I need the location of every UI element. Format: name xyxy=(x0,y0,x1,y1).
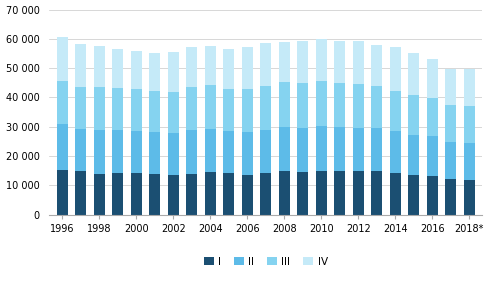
Bar xyxy=(297,83,308,127)
Bar xyxy=(56,124,68,170)
Bar xyxy=(464,180,475,214)
Bar xyxy=(242,132,253,175)
Bar xyxy=(112,173,123,214)
Bar xyxy=(205,129,216,172)
Bar xyxy=(427,176,438,214)
Bar xyxy=(75,171,86,214)
Bar xyxy=(242,47,253,88)
Bar xyxy=(112,130,123,173)
Bar xyxy=(371,171,382,214)
Bar xyxy=(131,173,142,214)
Bar xyxy=(408,175,419,214)
Bar xyxy=(464,106,475,143)
Bar xyxy=(167,133,179,175)
Bar xyxy=(278,171,290,214)
Bar xyxy=(223,89,234,131)
Bar xyxy=(334,171,345,214)
Bar xyxy=(408,135,419,175)
Bar xyxy=(278,82,290,127)
Bar xyxy=(278,42,290,82)
Bar xyxy=(186,174,197,214)
Bar xyxy=(149,174,160,214)
Bar xyxy=(408,53,419,95)
Bar xyxy=(334,83,345,127)
Bar xyxy=(94,174,105,214)
Bar xyxy=(445,179,456,214)
Bar xyxy=(445,142,456,179)
Legend: I, II, III, IV: I, II, III, IV xyxy=(199,252,332,271)
Bar xyxy=(464,143,475,180)
Bar xyxy=(205,46,216,85)
Bar xyxy=(205,85,216,129)
Bar xyxy=(94,46,105,88)
Bar xyxy=(131,131,142,173)
Bar xyxy=(242,88,253,132)
Bar xyxy=(316,81,327,127)
Bar xyxy=(56,37,68,81)
Bar xyxy=(223,131,234,173)
Bar xyxy=(205,172,216,214)
Bar xyxy=(427,137,438,176)
Bar xyxy=(56,170,68,214)
Bar xyxy=(260,130,271,173)
Bar xyxy=(353,127,364,171)
Bar xyxy=(353,41,364,84)
Bar xyxy=(371,128,382,171)
Bar xyxy=(75,129,86,171)
Bar xyxy=(353,84,364,127)
Bar xyxy=(94,130,105,174)
Bar xyxy=(371,45,382,86)
Bar xyxy=(223,173,234,214)
Bar xyxy=(131,51,142,89)
Bar xyxy=(371,86,382,128)
Bar xyxy=(94,88,105,130)
Bar xyxy=(390,173,401,214)
Bar xyxy=(149,53,160,91)
Bar xyxy=(75,44,86,87)
Bar xyxy=(75,87,86,129)
Bar xyxy=(260,86,271,130)
Bar xyxy=(260,173,271,214)
Bar xyxy=(390,47,401,91)
Bar xyxy=(445,69,456,105)
Bar xyxy=(149,91,160,132)
Bar xyxy=(167,52,179,92)
Bar xyxy=(167,175,179,214)
Bar xyxy=(223,49,234,89)
Bar xyxy=(167,92,179,133)
Bar xyxy=(260,43,271,86)
Bar xyxy=(186,88,197,130)
Bar xyxy=(427,98,438,137)
Bar xyxy=(353,171,364,214)
Bar xyxy=(464,69,475,106)
Bar xyxy=(334,41,345,83)
Bar xyxy=(56,81,68,124)
Bar xyxy=(316,127,327,171)
Bar xyxy=(112,49,123,88)
Bar xyxy=(297,41,308,83)
Bar xyxy=(186,47,197,88)
Bar xyxy=(297,127,308,172)
Bar xyxy=(445,105,456,142)
Bar xyxy=(316,39,327,81)
Bar xyxy=(334,127,345,171)
Bar xyxy=(408,95,419,135)
Bar xyxy=(149,132,160,174)
Bar xyxy=(316,171,327,214)
Bar xyxy=(131,89,142,131)
Bar xyxy=(390,91,401,131)
Bar xyxy=(278,127,290,171)
Bar xyxy=(112,88,123,130)
Bar xyxy=(186,130,197,174)
Bar xyxy=(297,172,308,214)
Bar xyxy=(427,59,438,98)
Bar xyxy=(242,175,253,214)
Bar xyxy=(390,131,401,173)
